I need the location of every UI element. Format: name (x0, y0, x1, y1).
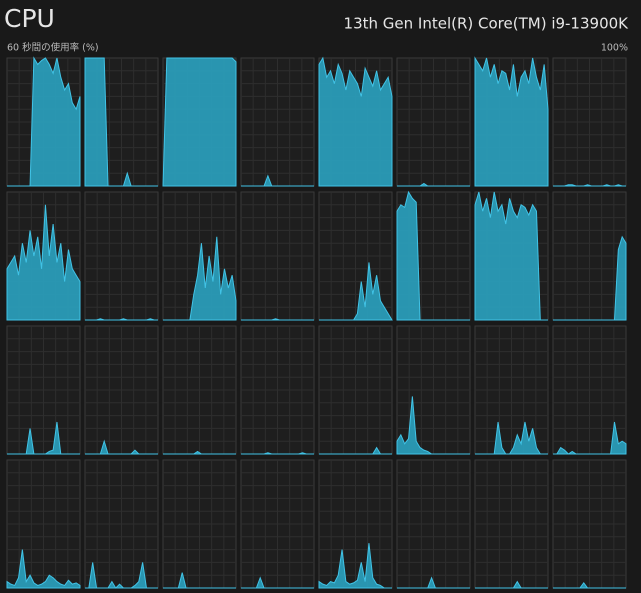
core-usage-area (553, 582, 626, 589)
core-usage-area (318, 56, 393, 187)
core-usage-area (85, 439, 158, 455)
core-usage-area (85, 562, 158, 589)
core-usage-area (319, 262, 393, 321)
core-usage-area (474, 191, 548, 321)
core-usage-area (241, 576, 314, 589)
graph-max-label: 100% (601, 43, 628, 54)
core-usage-area (396, 190, 470, 321)
core-usage-area (241, 452, 314, 455)
core-usage-area (241, 318, 314, 321)
core-usage-area (241, 174, 314, 187)
core-usage-area (475, 580, 548, 589)
page-title: CPU (4, 4, 55, 33)
core-usage-area (397, 576, 470, 589)
processor-name: 13th Gen Intel(R) Core(TM) i9-13900K (344, 15, 630, 33)
core-usage-area (163, 450, 236, 455)
core-usage-area (85, 318, 158, 321)
core-usage-area (475, 421, 548, 455)
core-usage-area (163, 236, 237, 321)
core-usage-area (319, 446, 392, 455)
core-usage-area (6, 204, 81, 321)
core-usage-area (162, 57, 237, 187)
graph-caption: 60 秒間の使用率 (%) (7, 42, 99, 54)
core-usage-area (84, 57, 158, 187)
core-usage-area (553, 235, 627, 321)
core-usage-area (474, 56, 549, 187)
core-usage-area (7, 56, 81, 187)
core-usage-area (318, 543, 392, 589)
core-usage-area (7, 421, 80, 455)
core-usage-area (553, 421, 627, 455)
core-usage-area (553, 184, 626, 187)
core-usage-area (397, 182, 470, 187)
core-usage-area (163, 572, 236, 589)
core-usage-area (396, 396, 470, 455)
core-usage-area (6, 549, 81, 589)
